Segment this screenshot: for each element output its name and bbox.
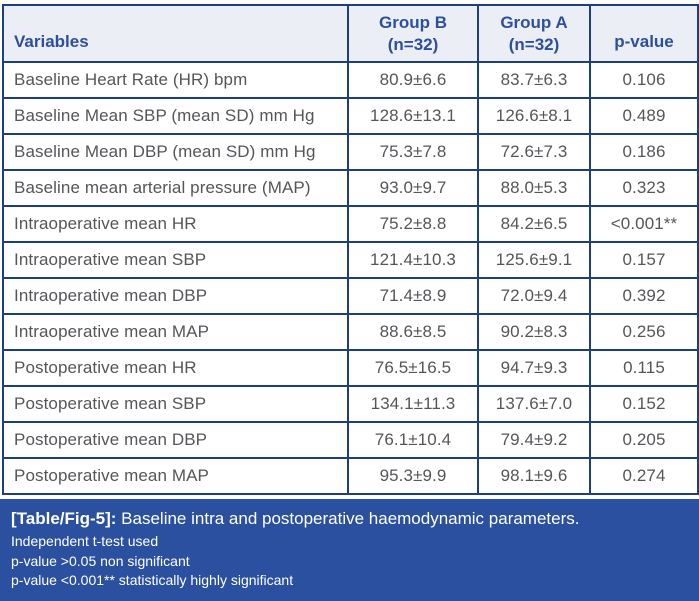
col-header-group-b: Group B (n=32) [347,4,479,63]
cell-group-a: 94.7±9.3 [477,349,591,387]
cell-group-a: 90.2±8.3 [477,313,591,351]
table-body: Baseline Heart Rate (HR) bpm 80.9±6.6 83.7… [2,61,699,495]
cell-group-a: 88.0±5.3 [477,169,591,207]
cell-p-value: 0.115 [589,349,699,387]
table-row: Intraoperative mean DBP 71.4±8.9 72.0±9.4 0… [2,277,699,315]
cell-group-b: 75.3±7.8 [347,133,479,171]
cell-group-b: 95.3±9.9 [347,457,479,495]
cell-group-a: 137.6±7.0 [477,385,591,423]
cell-p-value: 0.152 [589,385,699,423]
cell-group-b: 71.4±8.9 [347,277,479,315]
table-caption-label: [Table/Fig-5]: [11,509,117,528]
table-header: Variables Group B (n=32) Group A (n=32) … [2,4,699,63]
cell-group-b: 88.6±8.5 [347,313,479,351]
footnote-highly-significant: p-value <0.001** statistically highly si… [11,572,294,589]
cell-p-value: 0.256 [589,313,699,351]
table-row: Baseline Mean SBP (mean SD) mm Hg 128.6±1… [2,97,699,135]
cell-variable: Intraoperative mean HR [2,205,349,243]
col-header-group-a-name: Group A [500,13,568,33]
cell-group-b: 76.1±10.4 [347,421,479,459]
col-header-group-b-name: Group B [379,13,447,33]
table-footer: [Table/Fig-5]: Baseline intra and postop… [0,499,699,601]
cell-group-a: 125.6±9.1 [477,241,591,279]
cell-p-value: 0.106 [589,61,699,99]
cell-variable: Baseline mean arterial pressure (MAP) [2,169,349,207]
cell-p-value: 0.323 [589,169,699,207]
col-header-group-a-n: (n=32) [508,34,560,54]
cell-group-a: 98.1±9.6 [477,457,591,495]
table-row: Baseline mean arterial pressure (MAP) 93.… [2,169,699,207]
table-row: Baseline Mean DBP (mean SD) mm Hg 75.3±7.… [2,133,699,171]
table-caption: [Table/Fig-5]: Baseline intra and postop… [11,508,688,529]
cell-variable: Postoperative mean HR [2,349,349,387]
cell-group-b: 128.6±13.1 [347,97,479,135]
cell-p-value: 0.205 [589,421,699,459]
cell-group-b: 93.0±9.7 [347,169,479,207]
cell-group-a: 79.4±9.2 [477,421,591,459]
table-row: Postoperative mean SBP 134.1±11.3 137.6±7.… [2,385,699,423]
cell-p-value: 0.186 [589,133,699,171]
table-row: Baseline Heart Rate (HR) bpm 80.9±6.6 83.7… [2,61,699,99]
table-row: Intraoperative mean HR 75.2±8.8 84.2±6.5 <0… [2,205,699,243]
table-row: Postoperative mean DBP 76.1±10.4 79.4±9.2 0… [2,421,699,459]
table-row: Postoperative mean HR 76.5±16.5 94.7±9.3 0.… [2,349,699,387]
footnote-nonsignificant: p-value >0.05 non significant [11,552,190,569]
cell-group-a: 126.6±8.1 [477,97,591,135]
cell-p-value: 0.274 [589,457,699,495]
col-header-p-value: p-value [589,4,699,63]
cell-group-b: 76.5±16.5 [347,349,479,387]
col-header-group-b-n: (n=32) [387,34,439,54]
cell-group-b: 80.9±6.6 [347,61,479,99]
table-caption-text: Baseline intra and postoperative haemody… [116,509,580,528]
cell-variable: Intraoperative mean MAP [2,313,349,351]
cell-variable: Intraoperative mean SBP [2,241,349,279]
col-header-variables-label: Variables [14,32,89,51]
table-row: Postoperative mean MAP 95.3±9.9 98.1±9.6 0.… [2,457,699,495]
cell-variable: Baseline Heart Rate (HR) bpm [2,61,349,99]
header-row: Variables Group B (n=32) Group A (n=32) … [2,4,699,63]
cell-group-a: 72.0±9.4 [477,277,591,315]
cell-group-b: 121.4±10.3 [347,241,479,279]
footnote-ttest: Independent t-test used [11,533,159,550]
cell-variable: Postoperative mean SBP [2,385,349,423]
cell-variable: Baseline Mean DBP (mean SD) mm Hg [2,133,349,171]
table-row: Intraoperative mean MAP 88.6±8.5 90.2±8.3 0… [2,313,699,351]
col-header-group-a: Group A (n=32) [477,4,591,63]
cell-group-a: 83.7±6.3 [477,61,591,99]
cell-variable: Baseline Mean SBP (mean SD) mm Hg [2,97,349,135]
cell-group-b: 75.2±8.8 [347,205,479,243]
cell-p-value: 0.392 [589,277,699,315]
table-row: Intraoperative mean SBP 121.4±10.3 125.6±9… [2,241,699,279]
cell-p-value: 0.489 [589,97,699,135]
col-header-p-value-label: p-value [614,32,674,51]
cell-variable: Intraoperative mean DBP [2,277,349,315]
cell-group-b: 134.1±11.3 [347,385,479,423]
cell-p-value: <0.001** [589,205,699,243]
cell-group-a: 72.6±7.3 [477,133,591,171]
cell-variable: Postoperative mean DBP [2,421,349,459]
cell-p-value: 0.157 [589,241,699,279]
col-header-variables: Variables [2,4,349,63]
cell-group-a: 84.2±6.5 [477,205,591,243]
cell-variable: Postoperative mean MAP [2,457,349,495]
table-area: Variables Group B (n=32) Group A (n=32) … [2,4,699,495]
haemodynamic-parameters-table: Variables Group B (n=32) Group A (n=32) … [2,4,699,495]
